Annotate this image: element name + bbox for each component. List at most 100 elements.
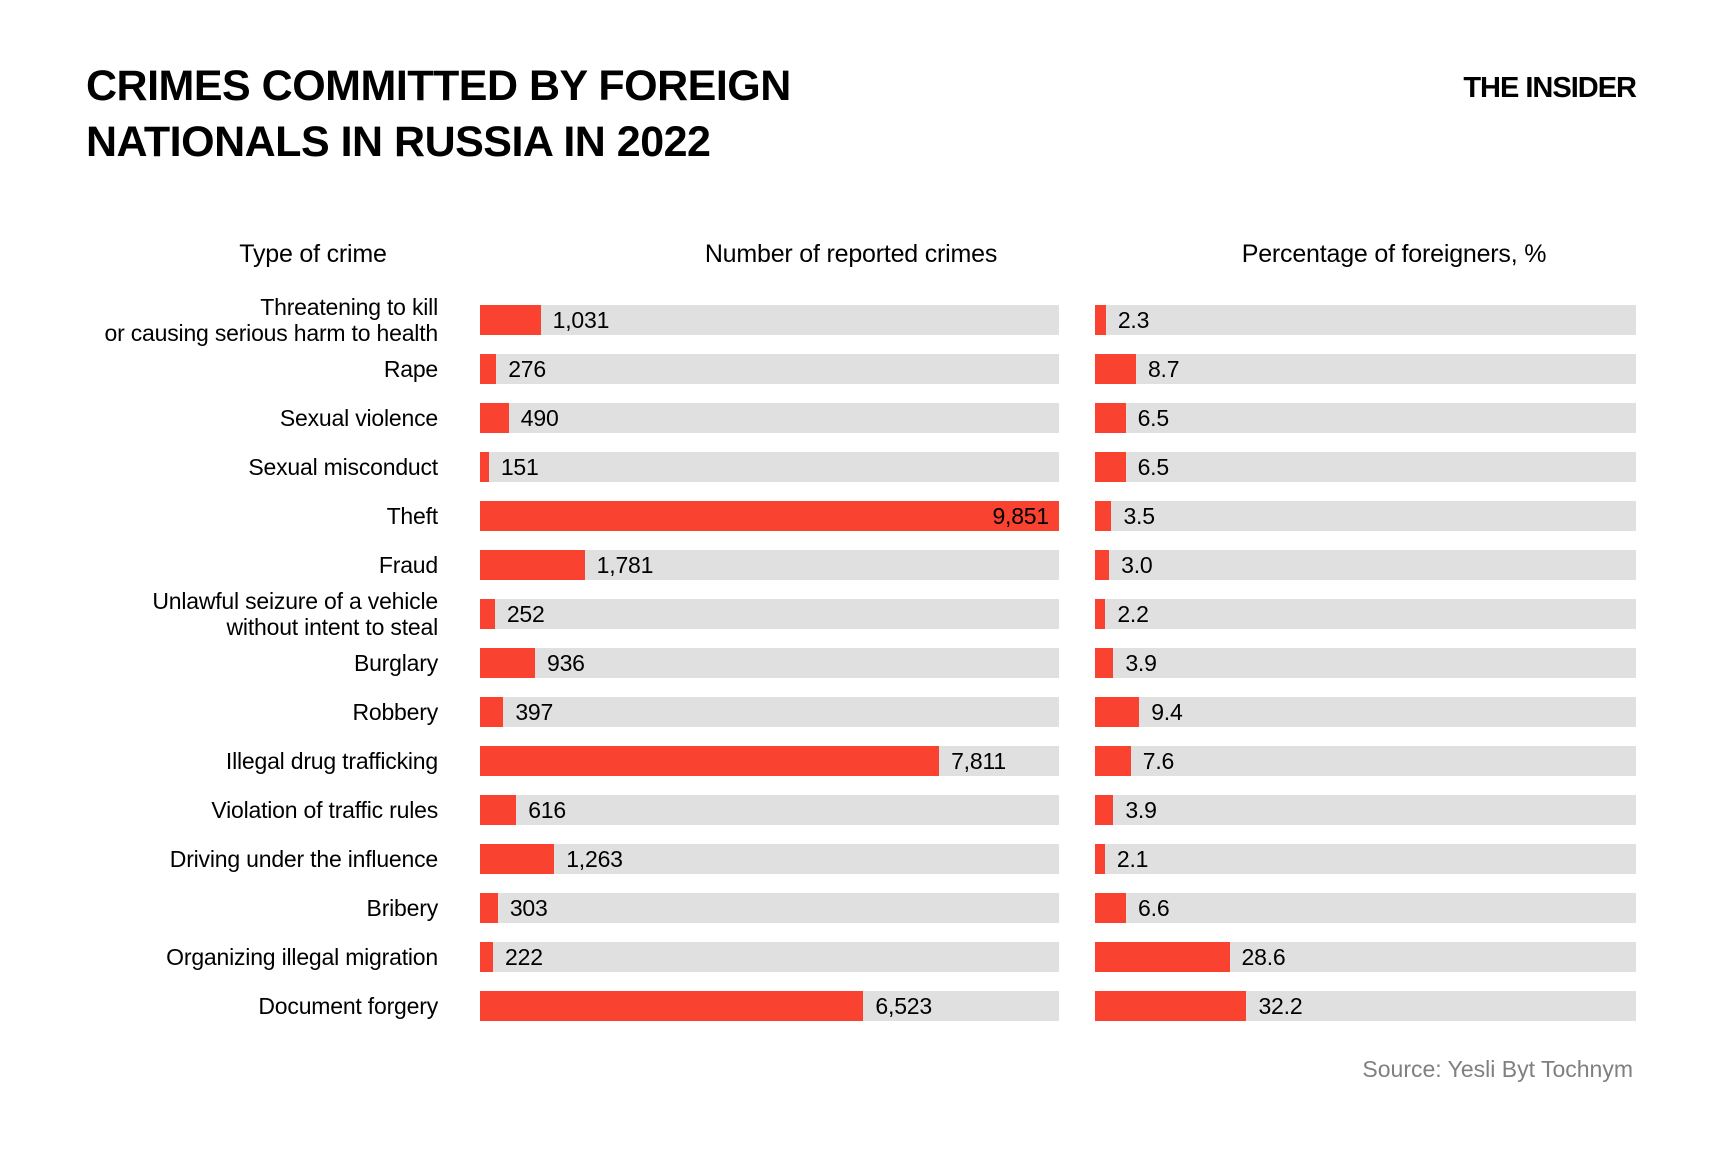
crime-label: Organizing illegal migration (166, 944, 438, 970)
count-track: 7,811 (480, 746, 1059, 776)
chart-row: Organizing illegal migration 222 28.6 (0, 942, 1732, 972)
percent-track: 7.6 (1095, 746, 1636, 776)
percent-value: 2.3 (1117, 307, 1150, 333)
count-bar (480, 795, 517, 825)
crime-label: Illegal drug trafficking (225, 748, 438, 774)
count-bar (480, 893, 498, 923)
count-bar (480, 599, 495, 629)
page-title-line2: NATIONALS IN RUSSIA IN 2022 (86, 118, 711, 166)
percent-bar (1095, 452, 1126, 482)
percent-value: 2.2 (1117, 601, 1149, 627)
percent-bar (1095, 354, 1136, 384)
count-value: 151 (500, 454, 539, 480)
count-value: 1,263 (566, 846, 623, 872)
count-track: 6,523 (480, 991, 1059, 1021)
percent-value: 32.2 (1258, 993, 1303, 1019)
percent-bar (1095, 648, 1114, 678)
count-value: 276 (508, 356, 546, 382)
percent-bar (1095, 893, 1127, 923)
crime-label: Burglary (353, 650, 438, 676)
crime-label: Bribery (366, 895, 439, 921)
count-value: 303 (509, 895, 548, 921)
percent-value: 3.0 (1121, 552, 1153, 578)
count-track: 936 (480, 648, 1059, 678)
page-title: CRIMES COMMITTED BY FOREIGN NATIONALS IN… (86, 58, 791, 170)
percent-value: 6.6 (1138, 895, 1170, 921)
count-track: 252 (480, 599, 1059, 629)
count-track: 1,031 (480, 305, 1059, 335)
crime-label: Theft (386, 503, 439, 529)
percent-value: 3.9 (1125, 797, 1157, 823)
percent-track: 3.5 (1095, 501, 1636, 531)
page-title-line1: CRIMES COMMITTED BY FOREIGN (86, 62, 791, 110)
chart-row: Unlawful seizure of a vehicle without in… (0, 588, 1732, 640)
count-value: 397 (515, 699, 554, 725)
percent-bar (1095, 942, 1230, 972)
percent-track: 2.3 (1095, 305, 1636, 335)
percent-track: 2.2 (1095, 599, 1636, 629)
count-bar (480, 305, 541, 335)
count-value: 1,031 (552, 307, 610, 333)
percent-value: 8.7 (1147, 356, 1180, 382)
count-bar (480, 844, 555, 874)
count-value: 9,851 (992, 503, 1049, 529)
crime-label: Violation of traffic rules (211, 797, 438, 823)
count-bar (480, 942, 494, 972)
count-value: 1,781 (596, 552, 654, 578)
percent-track: 6.5 (1095, 403, 1636, 433)
count-track: 490 (480, 403, 1059, 433)
crime-label: Document forgery (258, 993, 438, 1019)
count-value: 252 (506, 601, 545, 627)
crime-label: Sexual violence (279, 405, 438, 431)
count-track: 303 (480, 893, 1059, 923)
percent-track: 28.6 (1095, 942, 1636, 972)
count-track: 397 (480, 697, 1059, 727)
percent-track: 6.6 (1095, 893, 1636, 923)
count-bar (480, 403, 509, 433)
chart-row: Threatening to kill or causing serious h… (0, 294, 1732, 346)
percent-value: 3.9 (1125, 650, 1157, 676)
percent-bar (1095, 795, 1114, 825)
percent-track: 2.1 (1095, 844, 1636, 874)
count-track: 222 (480, 942, 1059, 972)
source-note: Source: Yesli Byt Tochnym (1362, 1056, 1633, 1082)
crime-label: Unlawful seizure of a vehicle without in… (152, 588, 438, 640)
brand-logo: THE INSIDER (1463, 72, 1637, 104)
percent-bar (1095, 697, 1140, 727)
count-value: 616 (528, 797, 566, 823)
crime-label: Threatening to kill or causing serious h… (104, 294, 439, 346)
percent-track: 9.4 (1095, 697, 1636, 727)
column-header-percent: Percentage of foreigners, % (1241, 240, 1547, 268)
chart-rows: Threatening to kill or causing serious h… (0, 294, 1732, 1040)
percent-track: 3.0 (1095, 550, 1636, 580)
chart-row: Sexual violence 490 6.5 (0, 403, 1732, 433)
chart-row: Sexual misconduct 151 6.5 (0, 452, 1732, 482)
percent-bar (1095, 403, 1126, 433)
percent-track: 32.2 (1095, 991, 1636, 1021)
column-header-counts: Number of reported crimes (704, 240, 998, 268)
count-value: 490 (520, 405, 559, 431)
percent-value: 2.1 (1116, 846, 1149, 872)
percent-track: 8.7 (1095, 354, 1636, 384)
count-value: 7,811 (951, 748, 1006, 774)
percent-value: 9.4 (1151, 699, 1183, 725)
percent-value: 6.5 (1137, 405, 1170, 431)
percent-value: 28.6 (1241, 944, 1286, 970)
crime-label: Robbery (352, 699, 438, 725)
percent-value: 7.6 (1142, 748, 1175, 774)
count-track: 276 (480, 354, 1059, 384)
count-bar (480, 501, 1059, 531)
percent-bar (1095, 991, 1247, 1021)
column-header-crime: Type of crime (239, 240, 387, 268)
count-bar (480, 354, 497, 384)
chart-row: Burglary 936 3.9 (0, 648, 1732, 678)
chart-row: Fraud 1,781 3.0 (0, 550, 1732, 580)
percent-track: 3.9 (1095, 795, 1636, 825)
count-track: 151 (480, 452, 1059, 482)
crime-label: Sexual misconduct (248, 454, 438, 480)
chart-row: Illegal drug trafficking 7,811 7.6 (0, 746, 1732, 776)
chart-row: Violation of traffic rules 616 3.9 (0, 795, 1732, 825)
count-bar (480, 991, 864, 1021)
percent-value: 3.5 (1123, 503, 1155, 529)
